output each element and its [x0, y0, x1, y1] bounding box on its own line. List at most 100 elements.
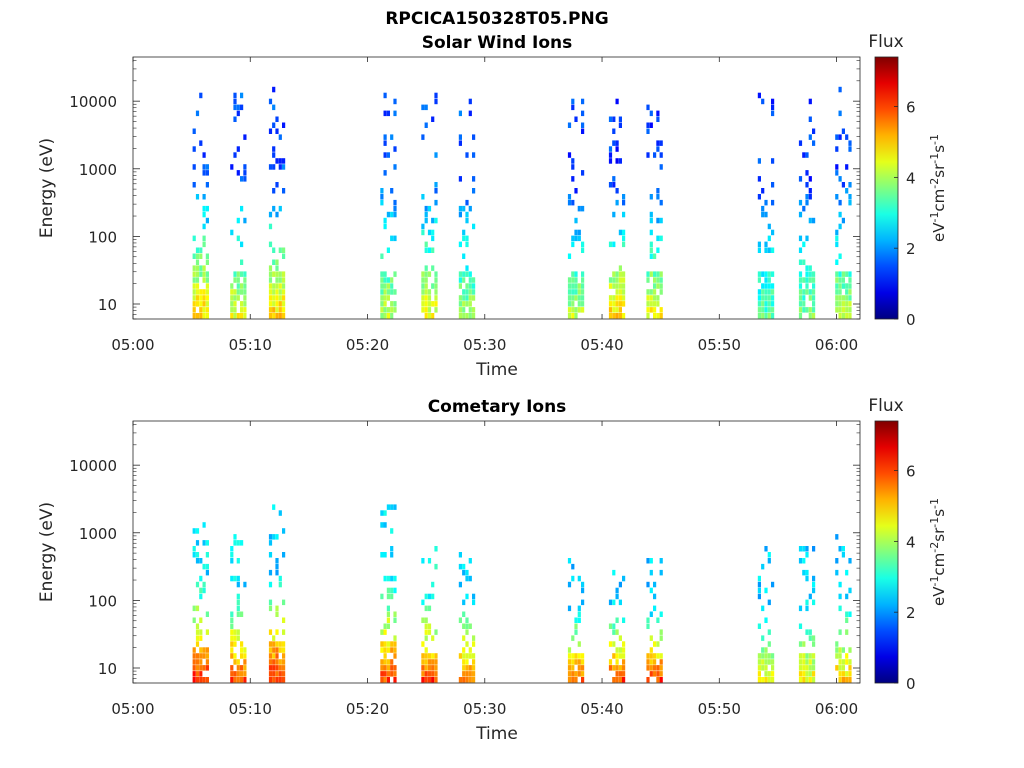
spectrogram-cell — [272, 259, 276, 265]
spectrogram-cell — [243, 307, 247, 313]
colorbar-title: Flux — [868, 396, 903, 416]
spectrogram-cell — [380, 677, 384, 683]
spectrogram-cell — [202, 277, 206, 283]
spectrogram-cell — [240, 647, 244, 653]
spectrogram-cell — [275, 665, 279, 671]
spectrogram-cell — [835, 665, 839, 671]
spectrogram-cell — [393, 587, 397, 594]
spectrogram-cell — [608, 307, 613, 313]
spectrogram-cell — [236, 558, 240, 564]
spectrogram-cell — [802, 205, 806, 212]
spectrogram-cell — [649, 659, 653, 665]
spectrogram-cell — [230, 552, 234, 558]
spectrogram-cell — [615, 271, 619, 277]
spectrogram-cell — [808, 289, 812, 295]
spectrogram-cell — [571, 677, 575, 683]
spectrogram-cell — [649, 271, 653, 277]
spectrogram-cell — [761, 659, 765, 665]
spectrogram-cell — [282, 665, 286, 671]
spectrogram-cell — [608, 277, 613, 283]
spectrogram-cell — [233, 641, 237, 647]
spectrogram-cell — [268, 223, 273, 230]
spectrogram-cell — [278, 647, 282, 653]
spectrogram-cell — [268, 641, 273, 647]
spectrogram-cell — [236, 289, 240, 295]
spectrogram-cell — [465, 575, 469, 582]
spectrogram-cell — [653, 659, 657, 665]
spectrogram-cell — [848, 677, 852, 683]
spectrogram-cell — [612, 271, 616, 277]
spectrogram-cell — [380, 277, 384, 283]
spectrogram-cell — [761, 653, 765, 659]
x-tick-label: 06:00 — [815, 700, 858, 718]
spectrogram-cell — [424, 629, 428, 635]
spectrogram-cell — [835, 307, 839, 313]
spectrogram-cell — [659, 271, 663, 277]
spectrogram-cell — [268, 659, 273, 665]
spectrogram-cell — [848, 271, 852, 277]
spectrogram-cell — [764, 671, 768, 677]
spectrogram-cell — [236, 271, 240, 277]
spectrogram-cell — [192, 528, 196, 534]
spectrogram-cell — [649, 558, 653, 564]
spectrogram-cell — [622, 313, 626, 319]
spectrogram-cell — [649, 665, 653, 671]
spectrogram-cell — [761, 665, 765, 671]
spectrogram-cell — [240, 241, 244, 248]
spectrogram-cell — [233, 289, 237, 295]
spectrogram-cell — [393, 677, 397, 683]
spectrogram-cell — [622, 194, 626, 200]
spectrogram-cell — [618, 122, 622, 128]
spectrogram-cell — [767, 629, 771, 635]
spectrogram-cell — [233, 629, 237, 635]
spectrogram-cell — [581, 653, 585, 659]
spectrogram-cell — [805, 659, 809, 665]
spectrogram-cell — [386, 659, 390, 665]
spectrogram-cell — [577, 665, 581, 671]
spectrogram-cell — [608, 659, 613, 665]
y-tick-label: 10000 — [69, 457, 117, 475]
spectrogram-cell — [574, 313, 578, 319]
panel-title: Cometary Ions — [428, 397, 567, 417]
x-tick-label: 05:20 — [346, 700, 389, 718]
spectrogram-cell — [236, 235, 240, 242]
spectrogram-cell — [282, 253, 286, 259]
spectrogram-cell — [386, 575, 390, 582]
spectrogram-cell — [646, 301, 650, 307]
spectrogram-cell — [434, 653, 438, 659]
spectrogram-cell — [618, 289, 622, 295]
spectrogram-cell — [458, 140, 462, 146]
spectrogram-cell — [424, 313, 428, 319]
spectrogram-cell — [841, 552, 845, 558]
spectrogram-cell — [233, 677, 237, 683]
spectrogram-cell — [383, 641, 387, 647]
spectrogram-cell — [434, 659, 438, 665]
spectrogram-cell — [848, 587, 852, 594]
x-axis: 05:00 05:10 05:20 05:30 05:40 05:50 06:00 — [111, 421, 858, 718]
spectrogram-cell — [205, 569, 209, 576]
spectrogram-cell — [390, 301, 394, 307]
spectrogram-cell — [383, 671, 387, 677]
spectrogram-cell — [195, 283, 200, 289]
spectrogram-cell — [574, 188, 578, 194]
spectrogram-cell — [390, 211, 394, 218]
spectrogram-cell — [771, 313, 775, 319]
spectrogram-cell — [421, 283, 425, 289]
spectrogram-cell — [462, 271, 466, 277]
spectrogram-cell — [386, 504, 390, 510]
spectrogram-cell — [282, 677, 286, 683]
y-tick-label: 1000 — [79, 525, 117, 543]
spectrogram-cell — [421, 134, 425, 140]
spectrogram-cell — [240, 271, 244, 277]
spectrogram-cell — [472, 152, 476, 158]
spectrogram-cell — [421, 677, 425, 683]
plot-area — [133, 57, 860, 319]
spectrogram-cell — [421, 671, 425, 677]
spectrogram-cell — [434, 152, 438, 158]
spectrogram-cell — [622, 647, 626, 653]
spectrogram-cell — [278, 134, 282, 140]
spectrogram-cell — [835, 295, 839, 301]
spectrogram-cell — [838, 665, 842, 671]
spectrogram-cell — [380, 665, 384, 671]
spectrogram-cell — [615, 98, 619, 105]
